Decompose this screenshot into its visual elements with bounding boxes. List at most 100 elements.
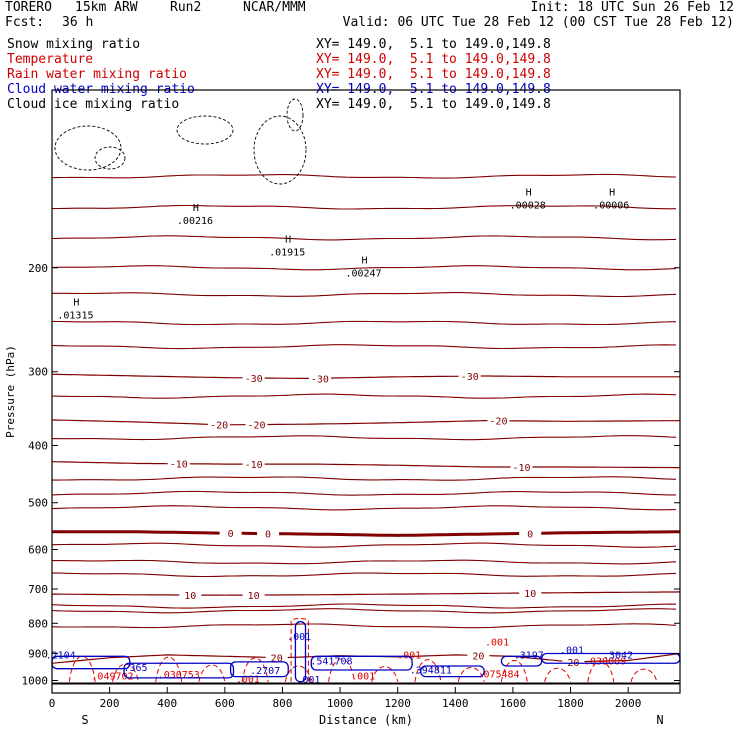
isotherm-line [51,542,677,548]
isotherm-line [51,320,677,326]
x-tick-label: 1400 [442,697,469,710]
temperature-contour-0 [52,530,680,537]
snow-maximum-marker: H [526,187,532,198]
contour-label-background [467,649,490,662]
isotherm-line [51,608,677,614]
y-tick-label: 700 [28,583,48,596]
y-tick-label: 400 [28,440,48,453]
contour-label-background [458,370,481,383]
temperature-contour-label: 20 [271,654,283,665]
init-time: Init: 18 UTC Sun 26 Feb 12 [530,0,735,15]
snow-maximum-marker: H [285,235,291,246]
legend-cloud-ice: Cloud ice mixing ratio [7,97,180,112]
legend-temperature: Temperature [7,52,94,67]
rain-mixing-ratio-contour [198,664,226,682]
temperature-contour-label: -20 [210,421,228,432]
contour-label-background [487,414,510,427]
cloud-water-value-label: .3042 [603,651,633,662]
snow-maximum-value: .01315 [57,311,93,322]
isotherm-line [51,265,677,271]
snow-maximum-value: .01915 [269,248,305,259]
temperature-contour-label: 10 [524,589,536,600]
cloud-water-contour [123,662,235,679]
forecast-hours: 36 h [62,15,94,30]
temperature-contour-minus30 [51,373,680,380]
model-run: Run2 [170,0,202,15]
snow-mixing-ratio-contour [253,115,307,185]
forecast-label: Fcst: [5,15,45,30]
legend-rain: Rain water mixing ratio [7,67,188,82]
contour-label-background [510,461,533,474]
rain-mixing-ratio-contour [241,657,269,682]
cloud-water-value-label: .001 [296,675,320,686]
snow-maximum-marker: H [609,187,615,198]
cloud-water-value-label: .001 [287,632,311,643]
contour-label-background [308,372,331,385]
y-tick-label: 200 [28,262,48,275]
snow-maximum-marker: H [361,255,367,266]
legend-cloud-ice-xy: XY= 149.0, 5.1 to 149.0,149.8 [316,97,551,112]
rain-mixing-ratio-contour [371,666,399,682]
rain-value-label: .049702 [91,671,133,682]
y-tick-label: 600 [28,543,48,556]
legend-temperature-xy: XY= 149.0, 5.1 to 149.0,149.8 [316,52,551,67]
x-tick-label: 1200 [384,697,411,710]
y-tick-label: 800 [28,617,48,630]
rain-mixing-ratio-contour [587,661,615,682]
contour-label-background [562,655,585,668]
rain-mixing-ratio-contour [500,660,528,682]
temperature-contour-label: 0 [527,529,533,540]
temperature-contour-label: 10 [248,591,260,602]
legend-rain-xy: XY= 149.0, 5.1 to 149.0,149.8 [316,67,551,82]
contour-label-background [167,457,190,470]
rain-mixing-ratio-contour [284,665,312,682]
cloud-water-value-label: .2104 [46,651,76,662]
rain-mixing-ratio-contour [155,656,183,682]
x-tick-label: 1800 [557,697,584,710]
snow-maximum-value: .00006 [593,200,629,211]
snow-maximum-marker: H [73,298,79,309]
legend-snow: Snow mixing ratio [7,37,141,52]
temperature-contour-minus10 [51,461,680,469]
model-name: TORERO [5,0,52,15]
cloud-water-value-label: .2707 [250,666,280,677]
isotherm-line [52,476,677,481]
temperature-contour-label: -30 [245,374,263,385]
contour-label-background [245,418,268,431]
isotherm-line [51,173,677,179]
x-tick-label: 600 [215,697,235,710]
temperature-contour-label: -10 [170,460,188,471]
temperature-contour-label: -10 [513,463,531,474]
cloud-water-contour [420,665,485,678]
x-axis-title: Distance (km) [319,713,413,727]
model-resolution: 15km ARW [75,0,138,15]
snow-maximum-value: .00216 [177,216,213,227]
contour-label-background [265,651,288,664]
x-tick-label: 0 [49,697,56,710]
rain-mixing-ratio-contour [544,667,572,682]
isotherm-line [51,235,677,241]
temperature-contour-label: -30 [461,372,479,383]
snow-maximum-value: .00247 [345,268,381,279]
cloud-water-value-label: .3197 [514,651,544,662]
temperature-contour-label: -30 [311,374,329,385]
isotherm-line [51,603,677,609]
x-tick-label: 800 [273,697,293,710]
rain-value-label: .075484 [477,669,519,680]
rain-mixing-ratio-contour [414,659,442,682]
temperature-contour-label: -20 [489,417,507,428]
contour-label-background [519,527,542,540]
isotherm-line [51,435,677,441]
temperature-contour-label: 10 [184,591,196,602]
contour-label-background [219,527,242,540]
isotherm-line [51,344,676,350]
cloud-water-value-label: .001 [560,645,584,656]
rain-mixing-ratio-contour [112,663,139,682]
temperature-contour-label: -10 [245,460,263,471]
temperature-contour-label: 20 [472,651,484,662]
x-tick-label: 1000 [327,697,354,710]
y-tick-label: 1000 [22,674,49,687]
cloud-water-contour [310,655,413,671]
rain-value-label: .001 [485,637,509,648]
legend-snow-xy: XY= 149.0, 5.1 to 149.0,149.8 [316,37,551,52]
